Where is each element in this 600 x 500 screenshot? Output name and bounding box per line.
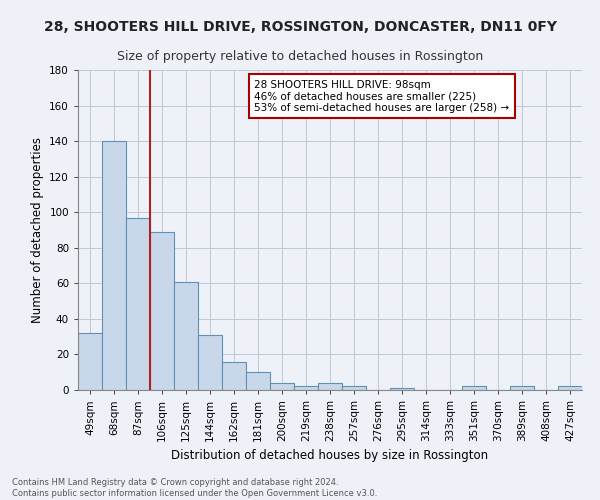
- Bar: [78, 333, 102, 390]
- Bar: [198, 335, 222, 390]
- Text: Contains HM Land Registry data © Crown copyright and database right 2024.
Contai: Contains HM Land Registry data © Crown c…: [12, 478, 377, 498]
- Bar: [246, 372, 270, 390]
- Bar: [510, 386, 534, 390]
- X-axis label: Distribution of detached houses by size in Rossington: Distribution of detached houses by size …: [172, 450, 488, 462]
- Bar: [174, 282, 198, 390]
- Bar: [294, 386, 318, 390]
- Bar: [102, 141, 126, 390]
- Text: Size of property relative to detached houses in Rossington: Size of property relative to detached ho…: [117, 50, 483, 63]
- Bar: [270, 383, 294, 390]
- Bar: [126, 218, 150, 390]
- Bar: [462, 386, 486, 390]
- Bar: [342, 386, 366, 390]
- Y-axis label: Number of detached properties: Number of detached properties: [31, 137, 44, 323]
- Text: 28, SHOOTERS HILL DRIVE, ROSSINGTON, DONCASTER, DN11 0FY: 28, SHOOTERS HILL DRIVE, ROSSINGTON, DON…: [44, 20, 557, 34]
- Bar: [222, 362, 246, 390]
- Text: 28 SHOOTERS HILL DRIVE: 98sqm
46% of detached houses are smaller (225)
53% of se: 28 SHOOTERS HILL DRIVE: 98sqm 46% of det…: [254, 80, 509, 113]
- Bar: [558, 386, 582, 390]
- Bar: [318, 383, 342, 390]
- Bar: [150, 232, 174, 390]
- Bar: [390, 388, 414, 390]
